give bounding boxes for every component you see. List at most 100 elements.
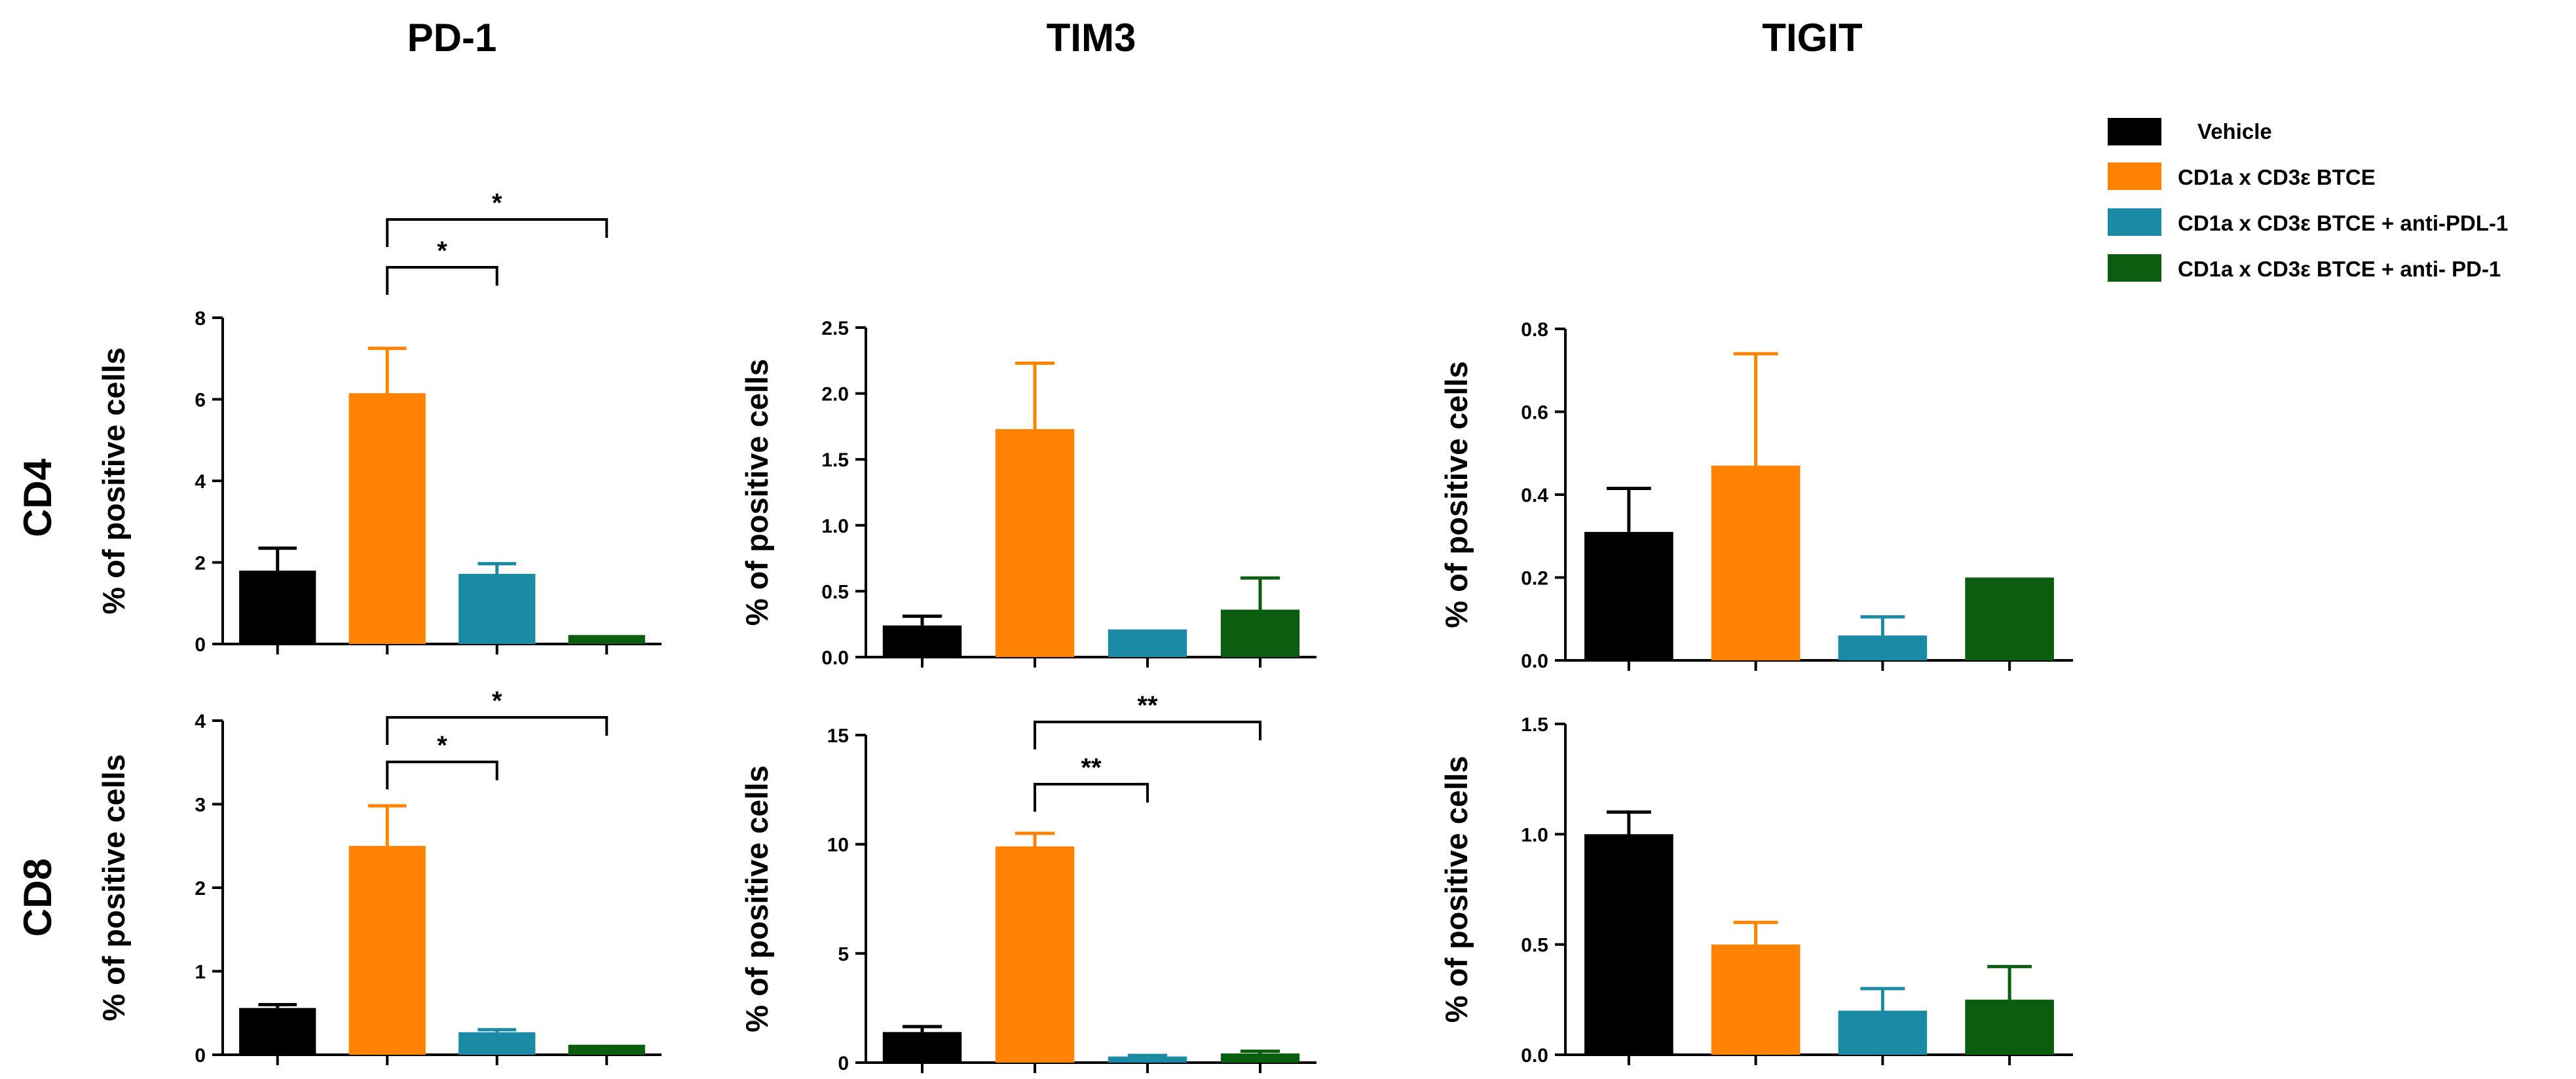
y-tick-label: 4 — [195, 711, 206, 732]
row-title-cd4: CD4 — [16, 458, 60, 537]
column-title-pd1: PD-1 — [407, 16, 497, 60]
significance-label: * — [492, 189, 502, 218]
error-bar-btce-anti-pdl1 — [1860, 615, 1905, 636]
error-bar-btce-anti-pd1 — [1987, 964, 2032, 1000]
bar-btce-anti-pdl1 — [458, 1032, 536, 1055]
error-bar-btce — [367, 804, 407, 846]
y-tick-label: 3 — [195, 795, 206, 816]
error-bar-vehicle — [258, 546, 297, 571]
significance-bracket: ** — [1034, 753, 1149, 812]
y-axis-label: % of positive cells — [739, 359, 774, 626]
bar-btce-anti-pdl1 — [1838, 1010, 1928, 1055]
y-tick-label: 2 — [195, 878, 206, 899]
y-tick-label: 1 — [195, 962, 206, 983]
legend-label-btce-anti-pd1: CD1a x CD3ε BTCE + anti- PD-1 — [2178, 257, 2501, 281]
y-tick-label: 0.6 — [1521, 402, 1548, 424]
y-tick-label: 0 — [195, 634, 206, 656]
y-tick-label: 0 — [195, 1045, 206, 1067]
y-axis-label: % of positive cells — [1439, 361, 1474, 628]
significance-label: * — [437, 731, 447, 760]
bar-btce — [1711, 944, 1801, 1055]
legend: Vehicle CD1a x CD3ε BTCE CD1a x CD3ε BTC… — [2108, 118, 2508, 282]
y-axis-label: % of positive cells — [96, 347, 131, 614]
bar-vehicle — [1584, 531, 1673, 660]
y-tick-label: 1.5 — [1521, 714, 1548, 736]
error-bar-vehicle — [258, 1003, 297, 1008]
error-bar-btce — [367, 347, 407, 394]
significance-bracket: ** — [1034, 691, 1261, 749]
significance-label: * — [437, 237, 447, 265]
bar-btce — [348, 393, 426, 644]
y-axis-label: % of positive cells — [96, 754, 131, 1021]
bar-btce — [995, 428, 1075, 657]
significance-label: ** — [1081, 753, 1102, 782]
y-tick-label: 1.0 — [1521, 824, 1548, 846]
y-tick-label: 1.0 — [821, 516, 849, 537]
significance-bracket: * — [386, 687, 608, 745]
legend-swatch-btce — [2108, 162, 2161, 190]
y-tick-label: 0.4 — [1521, 485, 1548, 506]
bar-btce — [348, 846, 426, 1055]
y-tick-label: 0.5 — [821, 581, 849, 603]
bar-btce-anti-pd1 — [1965, 999, 2054, 1055]
panel-cd8-tim3: 0 5 10 15 % of positive cells ** ** — [739, 691, 1316, 1074]
significance-bracket: * — [386, 189, 608, 247]
bar-btce-anti-pd1 — [568, 635, 645, 644]
y-tick-label: 5 — [838, 943, 849, 965]
error-bar-btce — [1733, 352, 1778, 466]
legend-swatch-btce-anti-pdl1 — [2108, 208, 2161, 236]
bar-btce — [1711, 465, 1801, 660]
error-bar-vehicle — [902, 1025, 943, 1032]
y-tick-label: 0.5 — [1521, 935, 1548, 956]
panel-cd8-pd-1: 0 1 2 3 4 % of positive cells * * — [96, 687, 662, 1067]
legend-label-vehicle: Vehicle — [2197, 119, 2272, 143]
bar-vehicle — [1584, 834, 1673, 1055]
error-bar-vehicle — [1606, 487, 1651, 532]
error-bar-btce-anti-pdl1 — [477, 1028, 517, 1032]
row-title-cd8: CD8 — [16, 858, 60, 937]
error-bar-btce — [1733, 920, 1778, 945]
error-bar-btce-anti-pdl1 — [1127, 1053, 1168, 1057]
error-bar-vehicle — [1606, 810, 1651, 835]
bar-btce-anti-pd1 — [1220, 1053, 1300, 1063]
y-tick-label: 15 — [827, 725, 849, 747]
error-bar-btce — [1015, 831, 1055, 846]
y-tick-label: 8 — [195, 308, 206, 330]
bar-btce-anti-pd1 — [1220, 609, 1300, 657]
y-tick-label: 0.2 — [1521, 568, 1548, 590]
bar-btce-anti-pd1 — [568, 1044, 645, 1055]
bar-vehicle — [239, 570, 316, 644]
bar-vehicle — [239, 1008, 316, 1055]
y-tick-label: 4 — [195, 471, 206, 493]
y-tick-label: 10 — [827, 835, 849, 856]
error-bar-btce-anti-pd1 — [1240, 576, 1280, 610]
error-bar-btce-anti-pdl1 — [1860, 987, 1905, 1011]
panel-cd4-tim3: 0.0 0.5 1.0 1.5 2.0 2.5 % of positive cells — [739, 318, 1316, 669]
y-tick-label: 2.5 — [821, 318, 849, 339]
y-tick-label: 1.5 — [821, 449, 849, 471]
error-bar-btce-anti-pd1 — [1240, 1050, 1280, 1053]
bar-btce-anti-pdl1 — [1108, 629, 1187, 657]
bar-vehicle — [882, 625, 962, 657]
y-tick-label: 0.0 — [821, 647, 849, 669]
legend-label-btce-anti-pdl1: CD1a x CD3ε BTCE + anti-PDL-1 — [2178, 211, 2508, 235]
y-axis-label: % of positive cells — [1439, 756, 1474, 1023]
bar-btce-anti-pdl1 — [1108, 1056, 1187, 1063]
legend-swatch-vehicle — [2108, 118, 2161, 145]
panel-cd4-tigit: 0.0 0.2 0.4 0.6 0.8 % of positive cells — [1439, 319, 2073, 672]
bar-vehicle — [882, 1032, 962, 1063]
legend-swatch-btce-anti-pd1 — [2108, 254, 2161, 282]
column-title-tim3: TIM3 — [1047, 16, 1136, 60]
panel-cd8-tigit: 0.0 0.5 1.0 1.5 % of positive cells — [1439, 714, 2073, 1067]
error-bar-vehicle — [902, 615, 943, 626]
y-tick-label: 0.0 — [1521, 1045, 1548, 1067]
y-tick-label: 0.0 — [1521, 651, 1548, 672]
panel-cd4-pd-1: 0 2 4 6 8 % of positive cells * * — [96, 189, 662, 656]
legend-label-btce: CD1a x CD3ε BTCE — [2178, 165, 2376, 189]
y-tick-label: 0 — [838, 1053, 849, 1074]
y-tick-label: 0.8 — [1521, 319, 1548, 341]
error-bar-btce — [1015, 361, 1055, 429]
y-tick-label: 6 — [195, 390, 206, 411]
